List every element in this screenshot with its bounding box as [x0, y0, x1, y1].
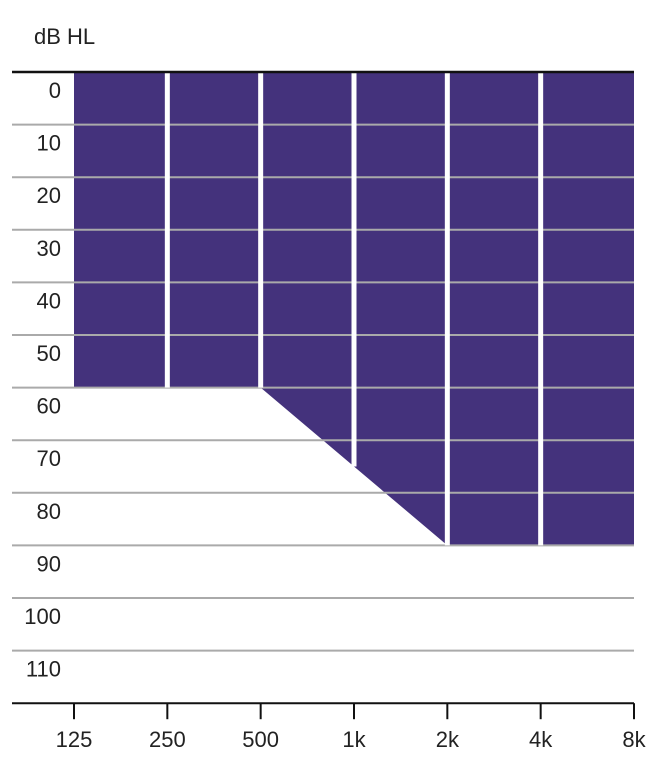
- y-tick-label-80: 80: [37, 499, 61, 524]
- x-tick-label-125: 125: [56, 727, 93, 752]
- y-tick-label-110: 110: [26, 657, 61, 682]
- x-tick-label-250: 250: [149, 727, 186, 752]
- tick-labels: 0 10 20 30 40 50 60 70 80 90 100 110 125 250 500 1k 2k 4k…: [24, 78, 646, 752]
- y-tick-label-70: 70: [37, 446, 61, 471]
- y-tick-label-100: 100: [24, 604, 61, 629]
- y-tick-label-40: 40: [37, 288, 61, 313]
- x-tick-label-4k: 4k: [529, 727, 553, 752]
- x-tick-label-500: 500: [242, 727, 279, 752]
- x-tick-label-8k: 8k: [622, 727, 646, 752]
- x-tick-label-2k: 2k: [436, 727, 460, 752]
- y-tick-label-60: 60: [37, 394, 61, 419]
- y-axis-unit-label: dB HL: [34, 24, 95, 49]
- y-tick-label-10: 10: [37, 131, 61, 156]
- y-tick-label-0: 0: [49, 78, 61, 103]
- gridlines: [12, 72, 634, 652]
- y-tick-label-30: 30: [37, 236, 61, 261]
- y-tick-label-20: 20: [37, 183, 61, 208]
- axes: [12, 70, 635, 720]
- y-tick-label-50: 50: [37, 341, 61, 366]
- x-tick-label-1k: 1k: [342, 727, 366, 752]
- y-tick-label-90: 90: [37, 551, 61, 576]
